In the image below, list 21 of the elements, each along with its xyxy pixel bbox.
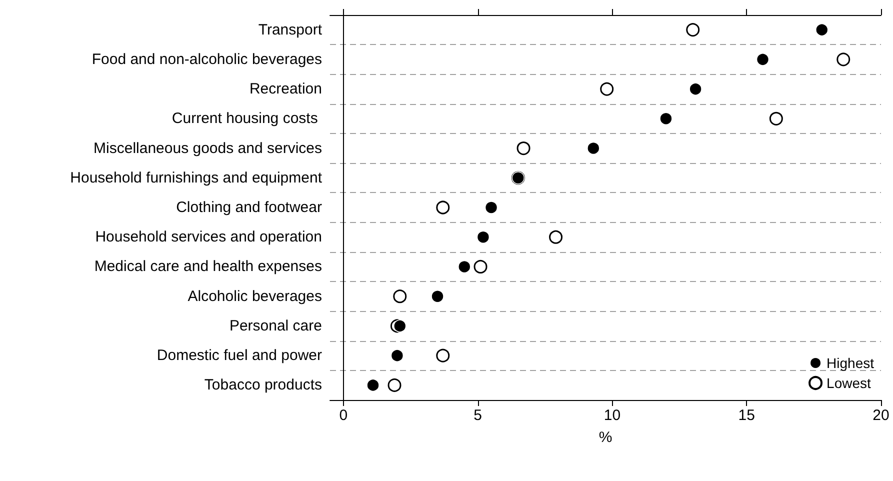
y-tick-label: Current housing costs — [172, 110, 322, 128]
x-tick-label: 20 — [872, 407, 890, 424]
y-tick-label: Miscellaneous goods and services — [94, 140, 322, 157]
x-axis-title: % — [598, 429, 612, 446]
y-tick-label: Alcoholic beverages — [188, 288, 322, 305]
x-tick-label: 15 — [738, 407, 755, 424]
y-tick-label: Transport — [258, 21, 323, 38]
x-tick-label: 10 — [604, 407, 621, 424]
legend-label: Lowest — [826, 375, 871, 391]
y-tick-label: Food and non-alcoholic beverages — [92, 50, 322, 68]
y-tick-label: Household services and operation — [95, 228, 322, 246]
y-tick-label: Personal care — [229, 317, 322, 334]
y-tick-label: Tobacco products — [204, 376, 322, 394]
x-tick-label: 0 — [339, 407, 348, 424]
y-tick-label: Household furnishings and equipment — [70, 169, 323, 186]
y-tick-label: Clothing and footwear — [176, 199, 322, 216]
y-tick-label: Recreation — [249, 80, 322, 98]
x-tick-label: 5 — [474, 407, 482, 424]
y-tick-label: Domestic fuel and power — [156, 347, 322, 364]
legend-label: Highest — [826, 355, 874, 371]
y-tick-label: Medical care and health expenses — [94, 258, 322, 276]
